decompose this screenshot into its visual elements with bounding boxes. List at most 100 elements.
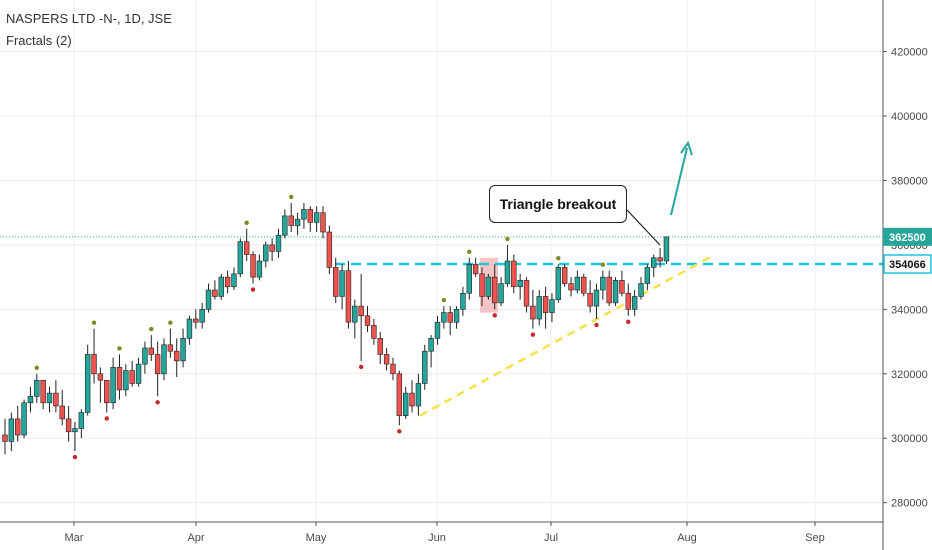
- candle: [46, 386, 53, 413]
- candle-body: [59, 405, 65, 420]
- candle: [606, 270, 612, 307]
- candle: [129, 360, 135, 387]
- candle: [549, 293, 555, 323]
- candle-body: [364, 315, 371, 326]
- candle: [237, 238, 244, 278]
- time-tick-label: Sep: [805, 532, 825, 544]
- candle-body: [352, 305, 358, 323]
- price-label-text: 354066: [889, 259, 926, 271]
- candle-body: [142, 347, 148, 365]
- candle-body: [383, 354, 390, 365]
- candle: [371, 319, 377, 345]
- fractal-up-marker: [168, 320, 173, 325]
- price-tick-label: 280000: [891, 498, 928, 510]
- candle: [390, 357, 396, 381]
- price-axis: 2800003000003200003400003600003800004000…: [882, 0, 932, 550]
- candle: [555, 264, 562, 303]
- candle: [657, 248, 663, 268]
- candle-body: [638, 283, 644, 297]
- candle: [275, 228, 282, 258]
- candles: [2, 203, 670, 455]
- fractal-up-marker: [117, 346, 122, 351]
- candle-body: [46, 392, 53, 404]
- fractal-down-marker: [104, 416, 109, 421]
- candle-body: [21, 402, 27, 436]
- candle: [638, 277, 644, 300]
- candle: [339, 264, 345, 310]
- time-tick-label: Jul: [544, 532, 558, 544]
- candle: [441, 306, 447, 329]
- candle-body: [339, 270, 345, 297]
- candle: [224, 270, 231, 294]
- triangle-breakout-callout: Triangle breakout: [489, 185, 627, 223]
- fractal-markers: [34, 194, 631, 460]
- grid-lines: [0, 0, 883, 522]
- candle: [199, 302, 205, 329]
- candle: [581, 273, 587, 297]
- candle: [180, 328, 186, 368]
- candle: [364, 306, 371, 332]
- candle: [212, 280, 218, 300]
- candle-body: [428, 338, 434, 352]
- candle: [625, 283, 631, 316]
- candle-body: [243, 241, 250, 255]
- candle-body: [282, 215, 288, 236]
- candle: [282, 209, 288, 239]
- candle: [651, 254, 657, 278]
- candle-body: [307, 209, 313, 223]
- candle-body: [568, 283, 574, 291]
- candle: [250, 251, 256, 284]
- candle-body: [174, 350, 180, 362]
- candle: [186, 315, 193, 345]
- candle-body: [129, 370, 135, 384]
- candle-body: [542, 296, 549, 313]
- candle: [288, 203, 294, 232]
- candle-body: [587, 292, 593, 307]
- candle-body: [447, 312, 453, 323]
- trend-line: [419, 253, 716, 417]
- fractal-up-marker: [600, 262, 606, 267]
- time-tick-label: May: [306, 532, 327, 544]
- candle-body: [256, 260, 263, 278]
- fractal-down-marker: [530, 332, 536, 337]
- candle-body: [34, 379, 40, 397]
- candle-body: [555, 267, 562, 300]
- price-label-362500: 362500: [883, 227, 932, 246]
- price-tick-label: 300000: [891, 433, 928, 445]
- candle: [154, 341, 161, 397]
- candle: [193, 309, 199, 329]
- candle: [27, 386, 34, 413]
- candle: [135, 357, 142, 387]
- candle-body: [415, 383, 422, 407]
- time-tick-label: Mar: [65, 532, 84, 544]
- price-label-354066: 354066: [883, 254, 932, 274]
- candle: [174, 338, 180, 377]
- candle: [396, 370, 403, 426]
- candle-body: [377, 338, 383, 355]
- price-tick-label: 340000: [891, 304, 928, 316]
- candle: [65, 406, 72, 442]
- chart-title: NASPERS LTD -N-, 1D, JSE: [6, 11, 172, 26]
- candle: [587, 280, 593, 313]
- candle: [498, 277, 504, 307]
- candle: [383, 348, 390, 371]
- candle-body: [631, 296, 638, 310]
- candle: [453, 306, 460, 329]
- candle: [434, 315, 441, 345]
- candle-body: [619, 280, 625, 294]
- candle-body: [15, 418, 21, 436]
- fractal-up-marker: [34, 365, 39, 370]
- candle: [205, 283, 212, 313]
- annotation-arrows: [626, 140, 693, 246]
- candle-body: [199, 309, 205, 323]
- candle-body: [104, 379, 110, 404]
- candle-body: [84, 354, 91, 413]
- candle-body: [593, 289, 600, 307]
- candle-body: [402, 392, 409, 416]
- candle-body: [65, 418, 72, 433]
- fractal-up-marker: [556, 256, 561, 261]
- time-tick-label: Apr: [187, 532, 204, 544]
- candle-body: [441, 312, 447, 323]
- candle: [78, 409, 85, 439]
